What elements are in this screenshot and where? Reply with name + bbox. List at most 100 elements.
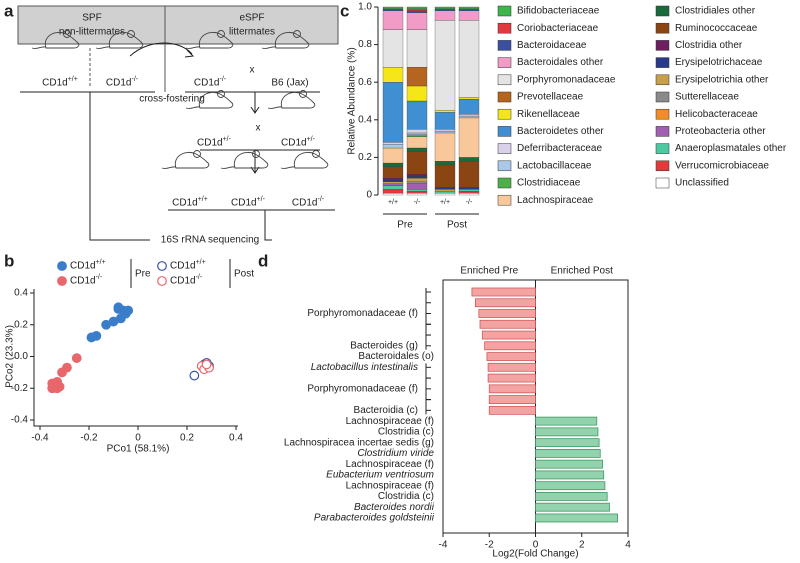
mouse-ear — [312, 150, 320, 158]
mouse-label: CD1d+/- — [281, 136, 316, 149]
mouse-ear — [193, 150, 201, 158]
bar-segment — [406, 29, 428, 68]
legend-label: Coriobacteriaceae — [517, 23, 599, 34]
legend-group: Pre — [135, 269, 151, 280]
header: Enriched Pre — [460, 266, 518, 277]
x-axis-label: Log2(Fold Change) — [492, 549, 578, 560]
header-box — [17, 5, 166, 45]
bar-segment — [406, 10, 428, 13]
bar-segment — [406, 134, 428, 137]
x-tick-label: 0 — [533, 540, 539, 551]
bar-segment — [434, 129, 456, 132]
point — [201, 359, 212, 370]
bar-segment — [458, 187, 480, 190]
row-label: Lachnospiraceae (f) — [346, 480, 434, 491]
bar-segment — [382, 185, 404, 190]
bar-segment — [406, 100, 428, 130]
legend-label: Helicobacteraceae — [675, 109, 758, 120]
point — [54, 381, 65, 392]
mouse-tail — [185, 46, 201, 49]
bar-segment — [458, 20, 480, 98]
bar-segment — [382, 177, 404, 181]
bar-segment — [382, 162, 404, 167]
legend-swatch — [497, 194, 512, 206]
bar-segment — [434, 192, 456, 196]
x-tick-label: 4 — [625, 540, 631, 551]
bar — [478, 309, 536, 318]
bar-segment — [382, 181, 404, 184]
bar — [535, 513, 618, 523]
row-label: Lactobacillus intestinalis — [311, 362, 418, 373]
legend-swatch — [655, 22, 670, 34]
legend-label: Porphyromonadaceae — [517, 74, 616, 85]
x-tick-label: -4 — [439, 540, 448, 551]
legend-label: Erysipelotrichaceae — [675, 57, 763, 68]
x-tick-label: 0.4 — [229, 433, 243, 444]
legend-label: Clostridiales other — [675, 6, 756, 17]
legend-swatch — [497, 74, 512, 86]
mouse-icon — [280, 150, 329, 169]
bar-segment — [406, 189, 428, 192]
legend-label: Unclassified — [675, 178, 729, 189]
mouse-label: B6 (Jax) — [271, 78, 308, 89]
mouse-label: CD1d+/- — [231, 196, 266, 209]
bar — [535, 481, 606, 491]
arrow — [250, 92, 260, 174]
bar-segment — [382, 142, 404, 145]
group-label: Post — [447, 220, 467, 231]
point — [57, 367, 67, 378]
bar — [488, 405, 536, 415]
bar — [535, 416, 598, 426]
bar-segment — [406, 183, 428, 190]
point — [101, 319, 112, 330]
axes — [33, 289, 238, 427]
bar — [471, 287, 536, 297]
legend-label: Anaeroplasmatales other — [675, 143, 787, 154]
bar-segment — [382, 179, 404, 182]
x-tick-label: -0.2 — [80, 433, 98, 444]
bar-segment — [382, 8, 404, 11]
legend-label: Bacteroidales other — [517, 57, 604, 68]
legend-swatch — [655, 143, 670, 154]
mouse-label: CD1d-/- — [106, 76, 139, 89]
bar-segment — [406, 85, 428, 102]
legend-swatch — [655, 177, 670, 189]
y-tick-label: 0.4 — [14, 288, 28, 299]
mouse-icon — [261, 30, 310, 49]
mouse-body — [108, 31, 144, 49]
bar-segment — [434, 6, 456, 10]
row-label: Bacteroides (g) — [350, 340, 418, 351]
mouse-tail — [280, 166, 296, 169]
bar-segment — [434, 8, 456, 11]
bar-segment — [434, 187, 456, 190]
bar-segment — [406, 129, 428, 134]
x-tick-label: 2 — [579, 540, 585, 551]
row-label: Lachnospiracea incertae sedis (g) — [284, 437, 434, 448]
legend-label: CD1d-/- — [70, 274, 103, 287]
mouse-label: CD1d+/- — [197, 136, 232, 149]
legend-label: Sutterellaceae — [675, 92, 739, 103]
bar-segment — [406, 6, 428, 10]
legend-swatch — [655, 160, 670, 172]
legend-swatch — [497, 5, 512, 17]
x-tick-label: 0.2 — [180, 433, 194, 444]
bar — [488, 395, 536, 405]
row-label: Bacteroidales (o) — [358, 351, 434, 362]
row-label: Lachnospiraceae (f) — [346, 416, 434, 427]
y-tick-label: 0.0 — [14, 351, 28, 362]
legend-label: Ruminococcaceae — [675, 23, 758, 34]
bar-segment — [382, 183, 404, 186]
y-axis-label: PCo2 (23.3%) — [5, 325, 16, 388]
legend-swatch — [497, 108, 512, 120]
row-label: Bacteroides nordii — [354, 502, 435, 513]
bar-segment — [382, 144, 404, 149]
bar-segment — [406, 67, 428, 87]
bar-segment — [458, 189, 480, 192]
legend-label: Verrucomicrobiaceae — [675, 160, 769, 171]
legend-swatch — [655, 57, 670, 68]
connector — [168, 91, 335, 241]
legend-label: Prevotellaceae — [517, 92, 584, 103]
mouse-ear — [293, 30, 301, 38]
connector — [20, 91, 155, 241]
x-tick-label: -/- — [466, 199, 473, 206]
